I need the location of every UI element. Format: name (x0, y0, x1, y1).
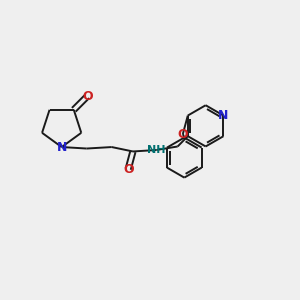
Text: O: O (123, 163, 134, 176)
Text: NH: NH (147, 145, 166, 155)
Text: O: O (178, 128, 188, 140)
Text: N: N (56, 141, 67, 154)
Text: O: O (82, 90, 93, 103)
Text: N: N (218, 109, 229, 122)
